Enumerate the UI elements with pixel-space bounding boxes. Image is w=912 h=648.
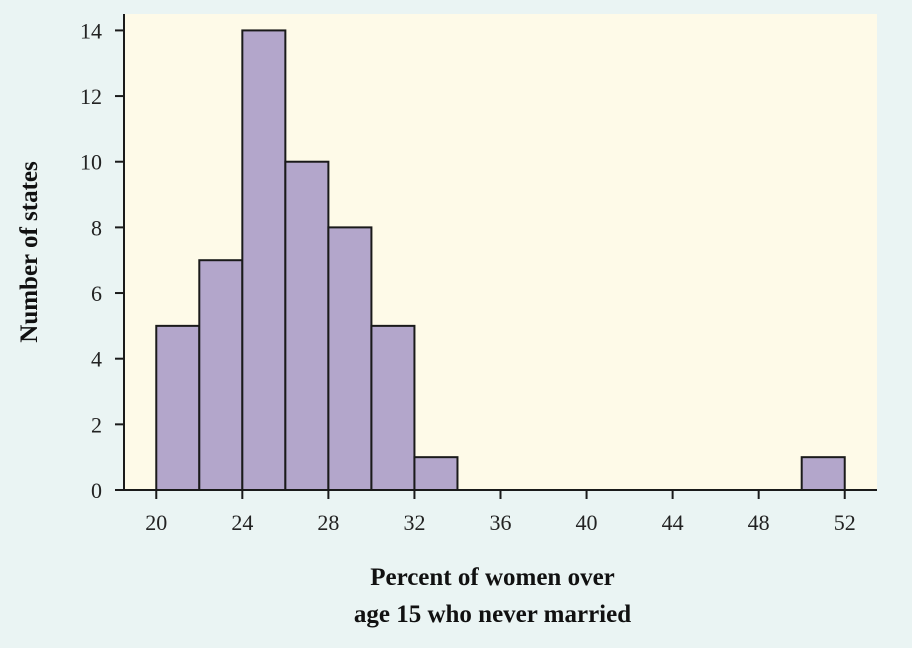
x-axis-title-line-2: age 15 who never married — [354, 601, 631, 628]
x-tick-label: 48 — [748, 510, 770, 535]
histogram-bar-28-30 — [327, 226, 373, 491]
x-tick-label: 24 — [231, 510, 253, 535]
x-axis-ticks: 20 24 28 32 36 40 44 48 52 — [145, 490, 856, 535]
histogram-bar-20-22 — [155, 324, 201, 491]
x-tick-label: 52 — [834, 510, 856, 535]
x-tick-label: 44 — [662, 510, 684, 535]
x-axis-title-line-1: Percent of women over — [370, 564, 615, 591]
y-tick-label: 10 — [80, 150, 102, 175]
y-tick-label: 0 — [91, 478, 102, 503]
histogram-bar-30-32 — [370, 324, 416, 491]
y-tick-label: 8 — [91, 215, 102, 240]
histogram-bar-22-24 — [198, 259, 244, 492]
x-tick-label: 20 — [145, 510, 167, 535]
histogram-bar-24-26 — [241, 29, 287, 492]
y-tick-label: 2 — [91, 412, 102, 437]
y-axis-title: Number of states — [16, 161, 43, 343]
y-tick-label: 4 — [91, 347, 102, 372]
x-tick-label: 32 — [403, 510, 425, 535]
x-tick-label: 40 — [576, 510, 598, 535]
y-axis-ticks: 0 2 4 6 8 10 12 14 — [80, 18, 124, 503]
y-tick-label: 6 — [91, 281, 102, 306]
x-tick-label: 36 — [490, 510, 512, 535]
histogram-bar-26-28 — [284, 160, 330, 491]
y-tick-label: 12 — [80, 84, 102, 109]
histogram-bar-50-52 — [800, 456, 846, 492]
histogram-bars — [155, 29, 846, 492]
histogram-bar-32-34 — [413, 456, 459, 492]
y-tick-label: 14 — [80, 18, 102, 43]
x-tick-label: 28 — [317, 510, 339, 535]
